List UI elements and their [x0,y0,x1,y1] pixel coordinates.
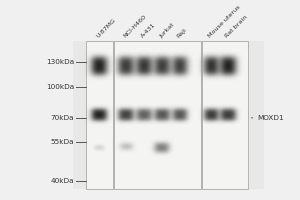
Text: 55kDa: 55kDa [51,139,74,145]
Text: 70kDa: 70kDa [51,115,74,121]
Text: 40kDa: 40kDa [51,178,74,184]
Text: Rat brain: Rat brain [224,15,249,39]
Bar [86,41,113,189]
Bar [114,41,200,189]
Bar [202,41,248,189]
Text: 100kDa: 100kDa [46,84,74,90]
Text: U-87MG: U-87MG [96,18,117,39]
Text: Raji: Raji [176,27,188,39]
Text: MOXD1: MOXD1 [257,115,284,121]
Text: 130kDa: 130kDa [46,59,74,65]
Text: NCI-H460: NCI-H460 [123,14,148,39]
Text: A-431: A-431 [140,22,157,39]
Text: Jurkat: Jurkat [158,22,175,39]
Text: Mouse uterus: Mouse uterus [207,5,242,39]
